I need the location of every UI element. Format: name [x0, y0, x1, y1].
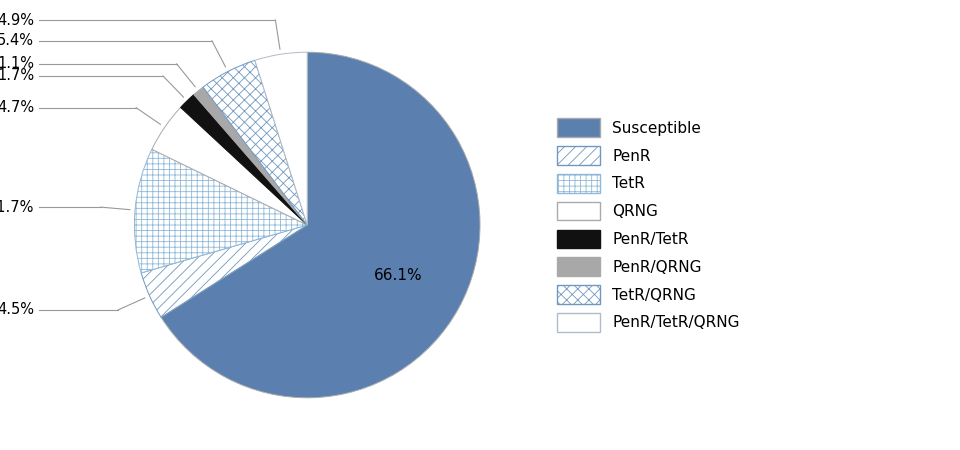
Text: 1.1%: 1.1%	[0, 56, 35, 72]
Legend: Susceptible, PenR, TetR, QRNG, PenR/TetR, PenR/QRNG, TetR/QRNG, PenR/TetR/QRNG: Susceptible, PenR, TetR, QRNG, PenR/TetR…	[552, 114, 744, 336]
Wedge shape	[134, 149, 307, 273]
Text: 5.4%: 5.4%	[0, 33, 35, 48]
Wedge shape	[141, 225, 307, 317]
Wedge shape	[194, 87, 307, 225]
Wedge shape	[204, 60, 307, 225]
Text: 4.7%: 4.7%	[0, 100, 35, 115]
Text: 11.7%: 11.7%	[0, 200, 35, 215]
Wedge shape	[161, 52, 480, 398]
Text: 66.1%: 66.1%	[373, 268, 422, 283]
Wedge shape	[180, 94, 307, 225]
Wedge shape	[255, 52, 307, 225]
Text: 4.9%: 4.9%	[0, 13, 35, 27]
Text: 1.7%: 1.7%	[0, 68, 35, 84]
Wedge shape	[152, 108, 307, 225]
Text: 4.5%: 4.5%	[0, 302, 35, 317]
